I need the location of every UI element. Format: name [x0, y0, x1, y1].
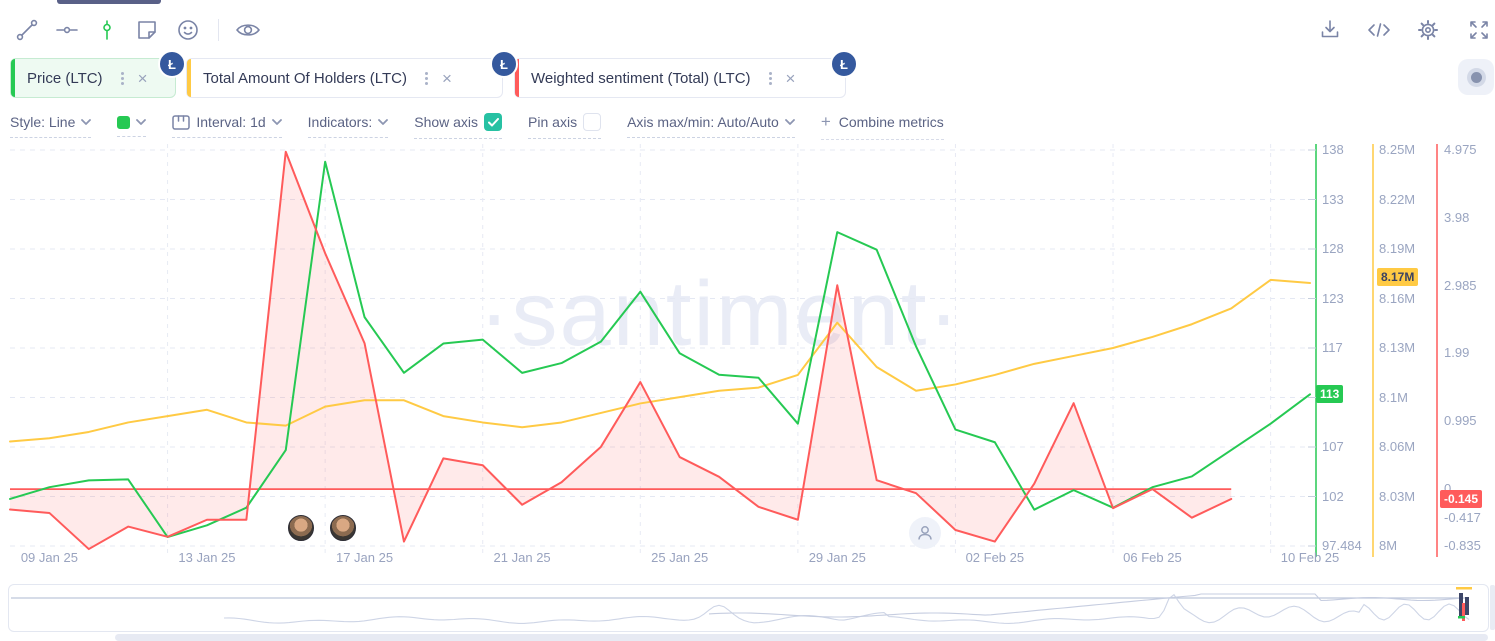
layout-dot-button[interactable]: [1458, 59, 1494, 95]
top-floating-pill: [57, 0, 161, 4]
tab-close-button[interactable]: ×: [441, 68, 452, 88]
eye-tool-button[interactable]: [234, 16, 262, 44]
minimap-canvas: [11, 587, 1472, 624]
horizontal-line-icon: [56, 26, 78, 34]
tab-color-bar: [11, 59, 15, 97]
santiment-watermark: ·santiment·: [478, 263, 962, 365]
axis-maxmin-selector[interactable]: Axis max/min: Auto/Auto: [627, 114, 795, 138]
fullscreen-icon: [1470, 21, 1488, 39]
tab-weighted-sentiment-ltc[interactable]: Weighted sentiment (Total) (LTC) ×: [514, 58, 846, 98]
candlestick-tool-button[interactable]: [93, 16, 121, 44]
litecoin-badge: Ł: [830, 50, 858, 78]
note-icon: [138, 21, 156, 39]
minimap-right-handle[interactable]: [1490, 585, 1495, 630]
tab-menu-button[interactable]: [421, 68, 432, 89]
show-axis-toggle[interactable]: Show axis: [414, 113, 503, 139]
trend-line-tool-button[interactable]: [13, 16, 41, 44]
person-marker[interactable]: [909, 517, 941, 549]
tab-color-bar: [515, 59, 519, 97]
chevron-down-icon: [378, 119, 389, 125]
emoji-tool-button[interactable]: [174, 16, 202, 44]
pin-axis-label: Pin axis: [528, 114, 578, 130]
horizontal-scrollbar[interactable]: [115, 634, 1488, 641]
indicators-selector[interactable]: Indicators:: [307, 114, 389, 138]
color-swatch: [117, 115, 131, 129]
trend-line-icon: [16, 19, 38, 41]
plus-icon: +: [820, 112, 831, 131]
check-icon: [487, 117, 499, 126]
tab-menu-button[interactable]: [117, 68, 128, 89]
indicators-label: Indicators:: [307, 114, 373, 130]
chevron-down-icon: [81, 119, 92, 125]
avatar-marker[interactable]: [330, 515, 356, 541]
style-label: Style: Line: [10, 114, 76, 130]
axis-maxmin-label: Axis max/min: Auto/Auto: [627, 114, 779, 130]
avatar-marker[interactable]: [288, 515, 314, 541]
tab-total-holders-ltc[interactable]: Total Amount Of Holders (LTC) ×: [186, 58, 503, 98]
download-icon: [1321, 20, 1339, 38]
tab-label: Total Amount Of Holders (LTC): [203, 69, 407, 87]
note-tool-button[interactable]: [133, 16, 161, 44]
interval-ruler-icon: [172, 114, 191, 130]
tab-label: Price (LTC): [27, 69, 103, 87]
chevron-down-icon: [271, 119, 282, 125]
person-icon: [918, 526, 932, 540]
show-axis-label: Show axis: [414, 114, 479, 130]
style-selector[interactable]: Style: Line: [10, 114, 92, 138]
color-selector[interactable]: [117, 115, 147, 137]
embed-code-icon: [1368, 23, 1390, 37]
download-button[interactable]: [1316, 16, 1344, 44]
pin-axis-checkbox[interactable]: [583, 113, 602, 131]
combine-metrics-label: Combine metrics: [838, 114, 944, 130]
fullscreen-button[interactable]: [1465, 16, 1493, 44]
gear-icon: [1418, 20, 1438, 40]
chevron-down-icon: [784, 119, 795, 125]
tab-menu-button[interactable]: [765, 68, 776, 89]
pin-axis-toggle[interactable]: Pin axis: [528, 113, 602, 139]
tab-label: Weighted sentiment (Total) (LTC): [531, 69, 751, 87]
combine-metrics-button[interactable]: + Combine metrics: [820, 112, 944, 140]
interval-selector[interactable]: Interval: 1d: [172, 114, 282, 138]
horizontal-line-tool-button[interactable]: [53, 16, 81, 44]
tab-color-bar: [187, 59, 191, 97]
show-axis-checkbox[interactable]: [484, 113, 503, 131]
interval-label: Interval: 1d: [196, 114, 266, 130]
settings-button[interactable]: [1414, 16, 1442, 44]
dot-icon: [1470, 71, 1482, 83]
litecoin-badge: Ł: [490, 50, 518, 78]
toolbar-divider: [218, 19, 219, 41]
embed-code-button[interactable]: [1365, 16, 1393, 44]
timeline-minimap[interactable]: [8, 584, 1489, 632]
litecoin-badge: Ł: [158, 50, 186, 78]
chart-controls: Style: Line Interval: 1d Indicators: Sho…: [10, 112, 944, 140]
chevron-down-icon: [136, 119, 147, 125]
tab-close-button[interactable]: ×: [137, 68, 148, 88]
emoji-icon: [178, 20, 198, 40]
tab-price-ltc[interactable]: Price (LTC) ×: [10, 58, 176, 98]
candlestick-icon: [103, 20, 111, 40]
eye-icon: [236, 24, 260, 36]
tab-close-button[interactable]: ×: [785, 68, 796, 88]
